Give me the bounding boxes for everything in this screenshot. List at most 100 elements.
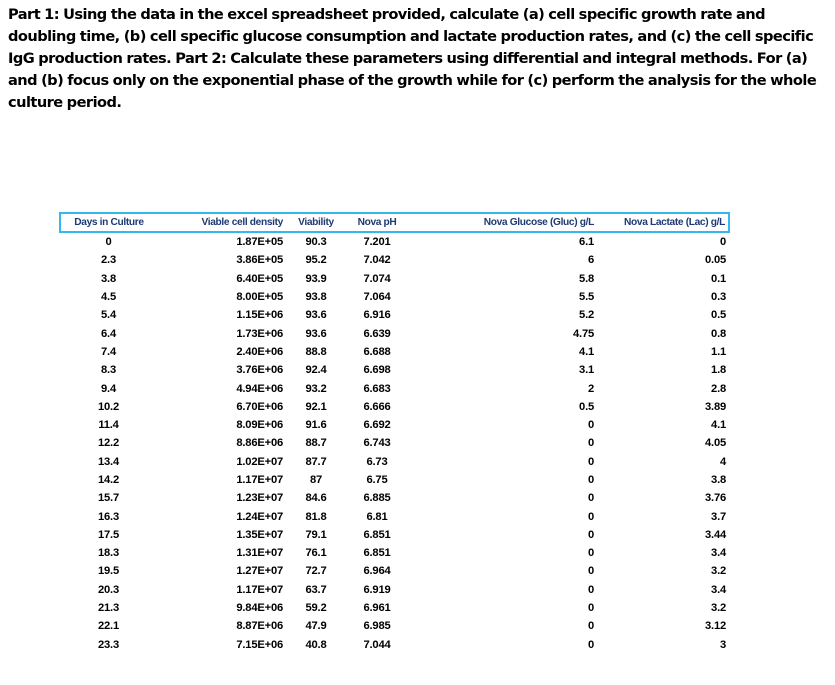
ph-cell: 6.919 (363, 583, 391, 596)
lactate-cell: 0 (719, 236, 726, 249)
days-cell: 22.1 (98, 620, 119, 633)
viable-cell-density-cell: 4.94E+06 (236, 382, 283, 395)
viability-cell: 93.6 (305, 327, 327, 340)
question-text: Part 1: Using the data in the excel spre… (8, 6, 817, 111)
glucose-cell: 0 (587, 638, 594, 651)
viability-cell: 47.9 (305, 620, 327, 633)
glucose-cell: 0 (587, 510, 594, 523)
table-row: 8.3 3.76E+06 92.4 6.698 3.1 1.8 (60, 361, 729, 379)
lactate-cell: 2.8 (711, 382, 726, 395)
viable-cell-density-cell: 9.84E+06 (236, 602, 283, 615)
viability-cell: 92.4 (305, 364, 327, 377)
table-row: 6.4 1.73E+06 93.6 6.639 4.75 0.8 (60, 324, 729, 342)
ph-cell: 6.692 (363, 419, 391, 432)
spreadsheet-table-container: Days in Culture Viable cell density Viab… (59, 212, 730, 654)
viable-cell-density-cell: 7.15E+06 (236, 638, 283, 651)
lactate-cell: 0.05 (705, 254, 726, 267)
ph-cell: 6.916 (363, 309, 391, 322)
header-days-in-culture: Days in Culture (59, 212, 157, 233)
lactate-cell: 3.76 (705, 492, 726, 505)
ph-cell: 6.666 (363, 400, 391, 413)
viable-cell-density-cell: 3.76E+06 (236, 364, 283, 377)
glucose-cell: 4.75 (573, 327, 594, 340)
viability-cell: 84.6 (305, 492, 327, 505)
viable-cell-density-cell: 1.73E+06 (236, 327, 283, 340)
glucose-cell: 0 (587, 455, 594, 468)
viability-cell: 72.7 (305, 565, 327, 578)
viability-cell: 87.7 (305, 455, 327, 468)
days-cell: 17.5 (98, 528, 119, 541)
table-row: 0 1.87E+05 90.3 7.201 6.1 0 (60, 232, 729, 251)
ph-cell: 6.698 (363, 364, 391, 377)
glucose-cell: 0 (587, 602, 594, 615)
glucose-cell: 0 (587, 547, 594, 560)
days-cell: 10.2 (98, 400, 119, 413)
viable-cell-density-cell: 6.70E+06 (236, 400, 283, 413)
lactate-cell: 0.3 (711, 291, 726, 304)
viability-cell: 93.2 (305, 382, 327, 395)
glucose-cell: 0 (587, 620, 594, 633)
table-row: 7.4 2.40E+06 88.8 6.688 4.1 1.1 (60, 343, 729, 361)
header-viable-cell-density: Viable cell density (157, 212, 285, 233)
table-row: 16.3 1.24E+07 81.8 6.81 0 3.7 (60, 507, 729, 525)
days-cell: 3.8 (101, 272, 116, 285)
glucose-cell: 0 (587, 492, 594, 505)
viable-cell-density-cell: 1.17E+07 (236, 474, 283, 486)
viable-cell-density-cell: 1.87E+05 (236, 236, 283, 249)
ph-cell: 7.201 (363, 236, 391, 249)
viability-cell: 93.6 (305, 309, 327, 322)
ph-cell: 6.81 (366, 510, 388, 523)
days-cell: 0 (105, 236, 112, 249)
table-row: 18.3 1.31E+07 76.1 6.851 0 3.4 (60, 544, 729, 562)
viable-cell-density-cell: 1.24E+07 (236, 510, 283, 523)
lactate-cell: 3.4 (711, 583, 726, 596)
viable-cell-density-cell: 2.40E+06 (236, 345, 283, 358)
glucose-cell: 5.5 (579, 291, 594, 304)
viable-cell-density-cell: 6.40E+05 (236, 272, 283, 285)
table-row: 11.4 8.09E+06 91.6 6.692 0 4.1 (60, 416, 729, 434)
viability-cell: 40.8 (305, 638, 327, 651)
days-cell: 12.2 (98, 437, 119, 450)
viability-cell: 93.9 (305, 272, 327, 285)
glucose-cell: 0 (587, 528, 594, 541)
glucose-cell: 0 (587, 474, 594, 486)
viability-cell: 92.1 (305, 400, 327, 413)
viable-cell-density-cell: 1.23E+07 (236, 492, 283, 505)
viable-cell-density-cell: 8.86E+06 (236, 437, 283, 450)
glucose-cell: 2 (587, 382, 594, 395)
viability-cell: 81.8 (305, 510, 327, 523)
ph-cell: 7.044 (363, 638, 391, 651)
lactate-cell: 1.8 (711, 364, 726, 377)
days-cell: 6.4 (101, 327, 116, 340)
table-row: 13.4 1.02E+07 87.7 6.73 0 4 (60, 453, 729, 471)
lactate-cell: 3.7 (711, 510, 726, 523)
days-cell: 19.5 (98, 565, 119, 578)
glucose-cell: 4.1 (579, 345, 594, 358)
table-row: 14.2 1.17E+07 87 6.75 0 3.8 (60, 471, 729, 489)
ph-cell: 7.064 (363, 291, 391, 304)
days-cell: 15.7 (98, 492, 119, 505)
ph-cell: 6.985 (363, 620, 391, 633)
table-row: 20.3 1.17E+07 63.7 6.919 0 3.4 (60, 581, 729, 599)
viable-cell-density-cell: 1.02E+07 (236, 455, 283, 468)
table-row: 23.3 7.15E+06 40.8 7.044 0 3 (60, 636, 729, 654)
table-row: 17.5 1.35E+07 79.1 6.851 0 3.44 (60, 526, 729, 544)
header-nova-glucose: Nova Glucose (Gluc) g/L (407, 212, 600, 233)
table-row: 5.4 1.15E+06 93.6 6.916 5.2 0.5 (60, 306, 729, 324)
table-row: 10.2 6.70E+06 92.1 6.666 0.5 3.89 (60, 398, 729, 416)
culture-data-table: Days in Culture Viable cell density Viab… (59, 212, 730, 654)
glucose-cell: 0.5 (579, 400, 594, 413)
ph-cell: 6.73 (366, 455, 388, 468)
viability-cell: 59.2 (305, 602, 327, 615)
ph-cell: 6.964 (363, 565, 391, 578)
glucose-cell: 5.8 (579, 272, 594, 285)
days-cell: 4.5 (101, 291, 116, 304)
table-row: 12.2 8.86E+06 88.7 6.743 0 4.05 (60, 434, 729, 452)
lactate-cell: 4.1 (711, 419, 726, 432)
viability-cell: 79.1 (305, 528, 327, 541)
days-cell: 2.3 (101, 254, 116, 267)
days-cell: 9.4 (101, 382, 116, 395)
lactate-cell: 3.12 (705, 620, 726, 633)
viability-cell: 88.7 (305, 437, 327, 450)
lactate-cell: 3.4 (711, 547, 726, 560)
